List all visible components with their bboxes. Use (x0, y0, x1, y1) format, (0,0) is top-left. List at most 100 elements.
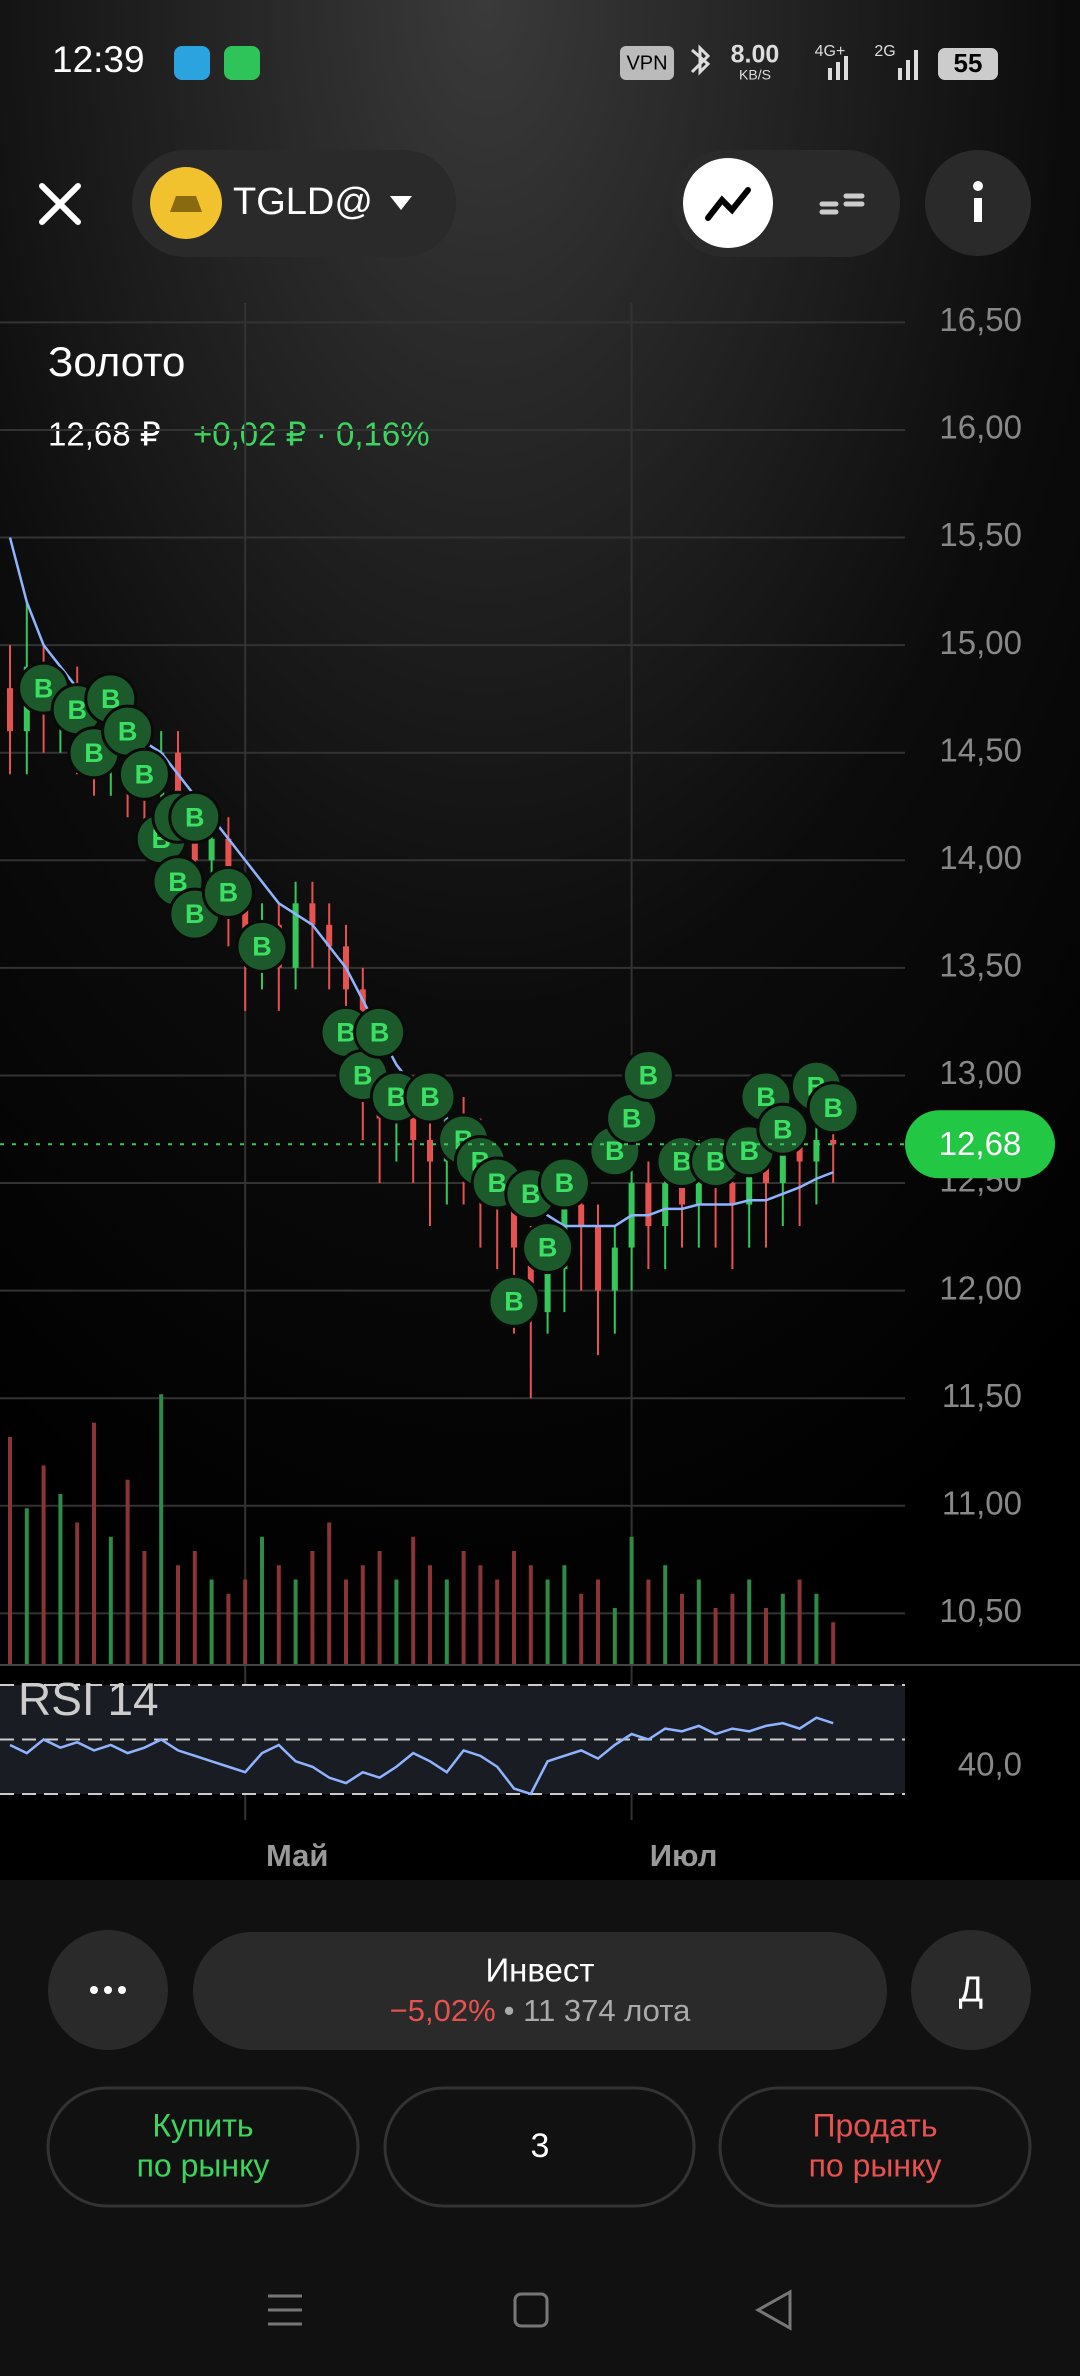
trade-label: B (420, 1082, 440, 1112)
trade-label: B (252, 931, 272, 961)
candle-body (309, 903, 316, 925)
rsi-line (9, 1716, 834, 1796)
volume-bar (713, 1608, 718, 1665)
candle-body (326, 924, 333, 947)
candle-body (595, 1226, 601, 1291)
volume-bar (797, 1579, 802, 1665)
volume-bar (730, 1593, 735, 1665)
volume-bar (226, 1593, 231, 1665)
ticker-selector[interactable] (132, 150, 456, 257)
battery-level: 55 (954, 48, 983, 78)
vpn: VPN (626, 52, 667, 74)
trade-marker (756, 1102, 810, 1156)
candle-mode-button[interactable] (819, 193, 865, 215)
info-dot (973, 181, 983, 191)
volume-bar (646, 1579, 651, 1665)
candle-body (511, 1204, 517, 1248)
volume-bar (747, 1579, 752, 1665)
trade-label: B (67, 695, 87, 725)
candle-body (729, 1183, 736, 1205)
trade-marker (806, 1081, 860, 1135)
volume-bar (75, 1522, 80, 1665)
volume-bar (814, 1593, 819, 1665)
buy-button[interactable] (46, 2086, 360, 2208)
volume-bar (478, 1565, 483, 1665)
volume-bar (260, 1536, 264, 1665)
y-tick-label: 15,50 (939, 516, 1022, 553)
volume-bar (142, 1551, 147, 1665)
account-short-button[interactable] (911, 1930, 1031, 2050)
account-selector[interactable] (193, 1932, 887, 2050)
close-button[interactable] (39, 183, 81, 225)
trade-marker (201, 866, 255, 920)
candle-body (175, 752, 181, 818)
account-change: −5,02% (390, 1993, 496, 2028)
volume-bar (192, 1551, 197, 1665)
trade-marker (168, 790, 222, 844)
candle-body (796, 1139, 803, 1162)
buy-label: по рынку (137, 2147, 270, 2183)
trade-label: B (605, 1136, 625, 1166)
nav-back[interactable] (754, 2289, 792, 2331)
net-speed-unit: KB/S (739, 67, 771, 83)
ticker: TGLD@ (233, 181, 373, 223)
battery (938, 48, 998, 80)
candle-body (410, 1096, 417, 1140)
volume-bar (58, 1494, 63, 1665)
candle-body (7, 688, 13, 732)
buy-label: Купить (152, 2107, 253, 2143)
y-tick-label: 14,50 (939, 731, 1022, 768)
volume-bar (327, 1522, 332, 1665)
volume-bar (41, 1465, 46, 1665)
trade-label: B (555, 1168, 575, 1198)
volume-bar (612, 1608, 617, 1665)
volume-bar (377, 1551, 382, 1665)
trade-label: B (135, 759, 155, 789)
volume-bar (108, 1536, 113, 1665)
net-speed: 8.00 (731, 41, 780, 69)
trade-label: B (118, 716, 138, 746)
x-tick-label: Июл (650, 1838, 718, 1873)
trade-label: B (185, 802, 205, 832)
trade-label: B (622, 1104, 642, 1134)
trade-label: B (639, 1061, 659, 1091)
trade-label: B (336, 1018, 356, 1048)
nav-menu[interactable] (268, 2294, 302, 2326)
volume-bar (663, 1565, 668, 1665)
volume-bar (461, 1551, 466, 1665)
trade-marker (235, 919, 289, 973)
candle-body (527, 1247, 534, 1313)
volume-bar (243, 1579, 248, 1665)
sell-button[interactable] (718, 2086, 1032, 2208)
volume-bar (562, 1565, 567, 1665)
candle-body (427, 1139, 433, 1162)
trade-label: B (773, 1114, 793, 1144)
candle-body (779, 1139, 786, 1184)
trade-label: B (353, 1061, 373, 1091)
instrument-name: Золото (48, 338, 185, 385)
trade-label: B (538, 1233, 558, 1263)
bluetooth-icon (690, 44, 711, 76)
net-type: 4G+ (815, 43, 846, 60)
y-tick-label: 12,00 (939, 1269, 1022, 1306)
volume-bar (24, 1508, 29, 1665)
candle-body (830, 1139, 837, 1145)
volume-bar (680, 1593, 684, 1665)
trade-label: B (521, 1179, 541, 1209)
x-tick-label: Май (266, 1838, 329, 1873)
volume-bar (696, 1579, 701, 1665)
trade-label: B (219, 878, 239, 908)
quantity-input[interactable] (383, 2086, 696, 2208)
volume-bar (545, 1579, 550, 1665)
trade-marker (537, 1156, 591, 1210)
trade-label: B (370, 1018, 390, 1048)
volume-bar (411, 1536, 416, 1665)
nav-home[interactable] (513, 2292, 549, 2328)
net-type-2: 2G (874, 43, 895, 60)
volume-bar (176, 1565, 180, 1665)
candle-body (611, 1247, 618, 1291)
dropdown-arrow (390, 196, 412, 210)
